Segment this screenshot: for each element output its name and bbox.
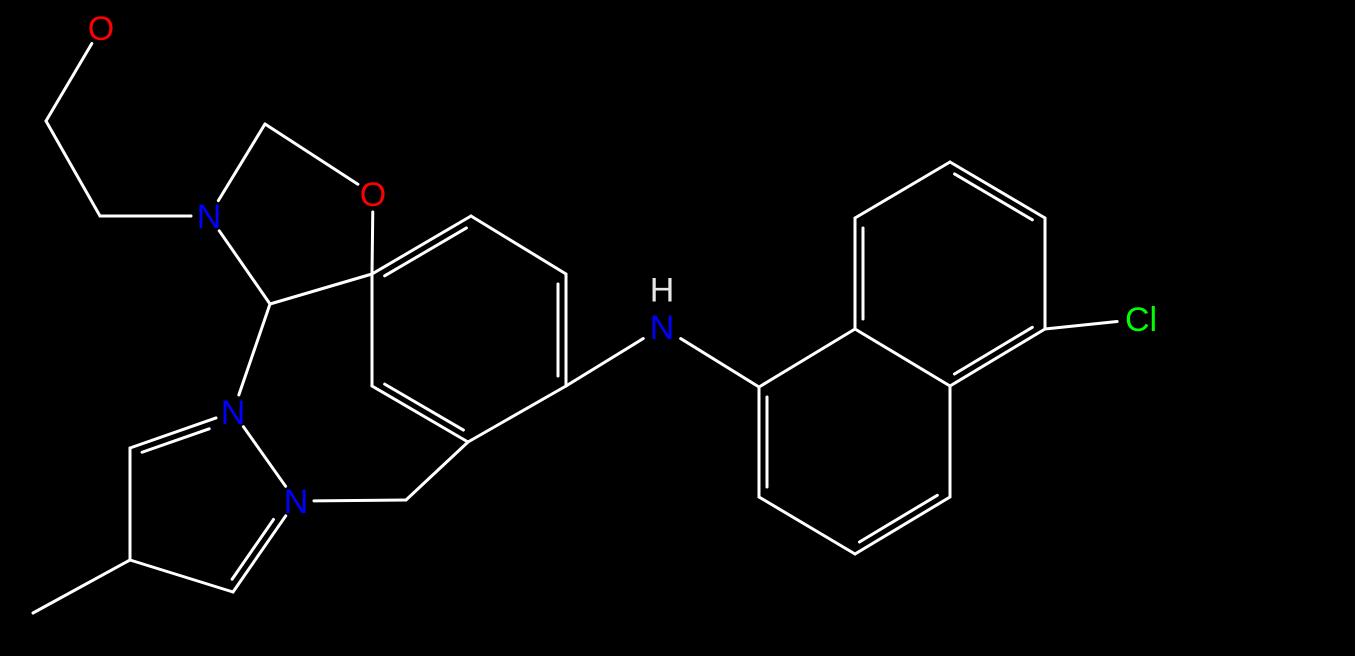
atom-label-N: N [650, 309, 675, 347]
atom-label-H: H [650, 272, 675, 310]
atom-label: O [88, 10, 114, 48]
atom-label: Cl [1125, 301, 1157, 339]
molecule-diagram: NNNOONHCl [0, 0, 1355, 656]
bond [372, 212, 373, 274]
atom-label: O [360, 176, 386, 214]
bond [314, 500, 406, 501]
atom-label: N [197, 198, 222, 236]
atom-label: N [221, 394, 246, 432]
atom-label: N [284, 483, 309, 521]
